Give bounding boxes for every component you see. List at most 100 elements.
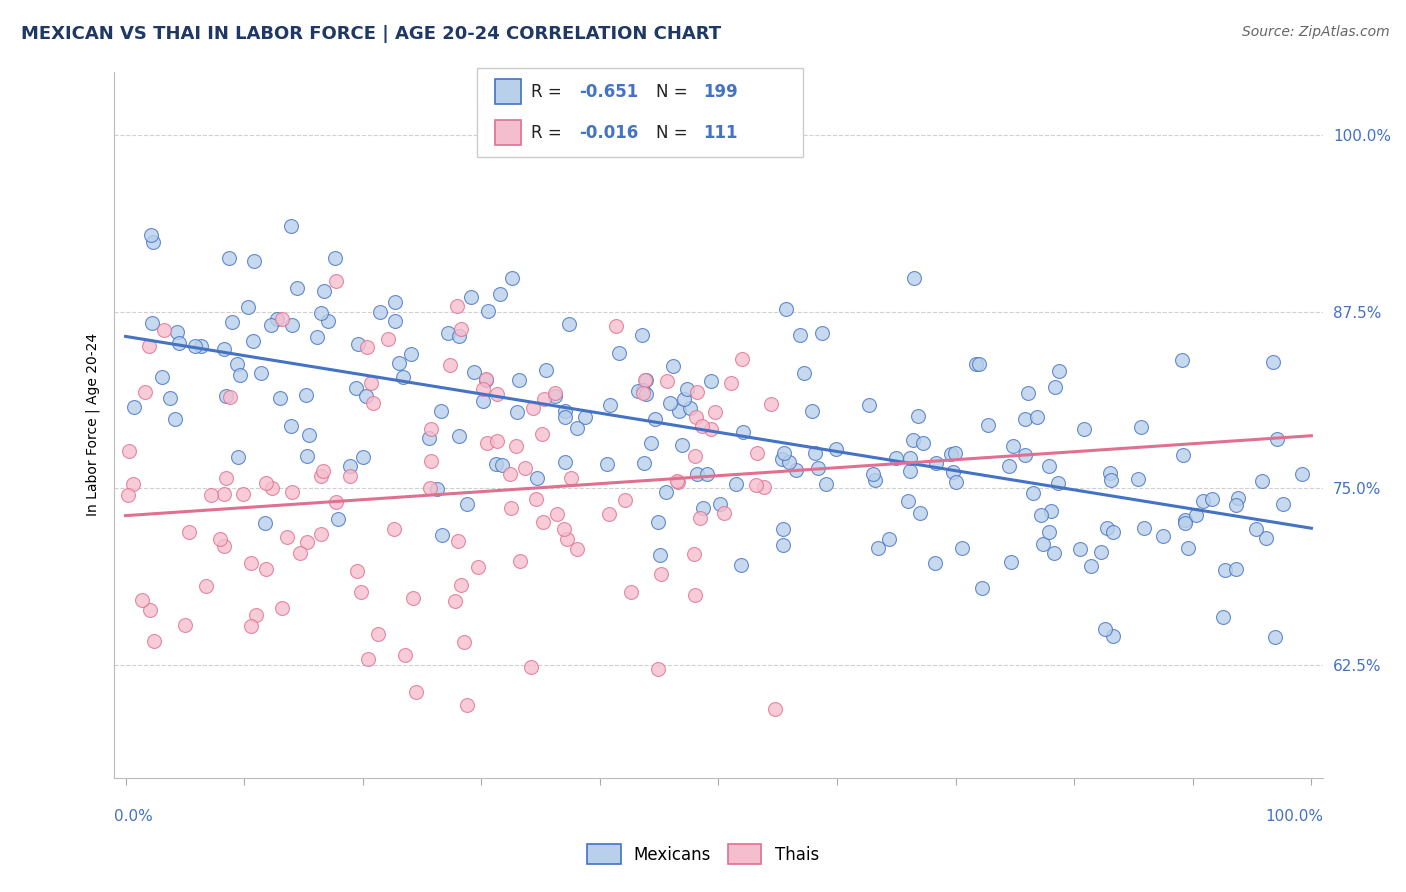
Point bbox=[450, 577, 472, 591]
Text: 111: 111 bbox=[703, 124, 737, 142]
Point bbox=[392, 370, 415, 384]
Point bbox=[686, 385, 709, 400]
Point bbox=[862, 467, 884, 482]
Point bbox=[633, 456, 655, 470]
Point bbox=[405, 685, 427, 699]
Point bbox=[943, 446, 966, 460]
Point bbox=[676, 382, 699, 396]
Point bbox=[276, 530, 298, 544]
Point bbox=[143, 634, 166, 648]
Point bbox=[486, 434, 509, 449]
Point bbox=[443, 594, 465, 608]
Point bbox=[419, 422, 441, 436]
Point bbox=[402, 591, 425, 606]
Point bbox=[778, 454, 800, 468]
Point bbox=[534, 363, 557, 377]
Point bbox=[627, 384, 650, 399]
Point bbox=[772, 522, 794, 536]
Point bbox=[803, 446, 825, 460]
Point bbox=[221, 315, 243, 329]
Point bbox=[666, 475, 689, 490]
FancyBboxPatch shape bbox=[495, 120, 522, 145]
Point bbox=[1000, 555, 1022, 569]
Point bbox=[671, 438, 693, 452]
Point bbox=[903, 433, 925, 447]
Point bbox=[908, 506, 931, 520]
Point bbox=[685, 409, 707, 424]
Point bbox=[720, 376, 742, 391]
Point bbox=[456, 698, 478, 712]
Point bbox=[309, 306, 332, 320]
Point bbox=[1101, 524, 1123, 539]
Point bbox=[1098, 466, 1121, 480]
Point bbox=[460, 290, 482, 304]
Point bbox=[394, 648, 416, 662]
Point bbox=[554, 410, 576, 425]
Point bbox=[430, 404, 453, 418]
Point bbox=[731, 425, 754, 440]
Point bbox=[679, 401, 702, 415]
Point bbox=[650, 566, 672, 581]
Point bbox=[508, 373, 530, 387]
Point bbox=[658, 396, 681, 410]
Point bbox=[700, 421, 723, 435]
Point bbox=[907, 409, 929, 423]
Point bbox=[634, 372, 657, 386]
Point bbox=[682, 548, 704, 562]
Point bbox=[475, 372, 498, 386]
Text: N =: N = bbox=[655, 124, 693, 142]
Point bbox=[648, 548, 671, 562]
Point bbox=[505, 439, 527, 453]
Point bbox=[1174, 516, 1197, 530]
Point bbox=[499, 500, 522, 515]
Point bbox=[138, 339, 160, 353]
Point bbox=[491, 458, 513, 472]
Point bbox=[194, 579, 217, 593]
Point bbox=[1014, 412, 1036, 426]
Point bbox=[352, 450, 374, 464]
Point bbox=[242, 334, 264, 349]
Point bbox=[387, 356, 409, 370]
Point bbox=[554, 455, 576, 469]
Point bbox=[868, 541, 890, 555]
Point bbox=[486, 386, 509, 401]
Point bbox=[269, 392, 291, 406]
Point bbox=[903, 271, 925, 285]
Text: R =: R = bbox=[531, 124, 567, 142]
Point bbox=[163, 412, 186, 426]
Point bbox=[377, 332, 399, 346]
Point bbox=[557, 317, 579, 331]
Point bbox=[354, 389, 377, 403]
Point bbox=[526, 471, 548, 485]
Point bbox=[245, 607, 267, 622]
Text: Source: ZipAtlas.com: Source: ZipAtlas.com bbox=[1241, 25, 1389, 39]
Point bbox=[634, 373, 657, 387]
Point bbox=[1171, 352, 1194, 367]
Point bbox=[686, 467, 709, 482]
Point bbox=[166, 326, 188, 340]
Point bbox=[1256, 532, 1278, 546]
Point bbox=[439, 358, 461, 372]
Point bbox=[911, 435, 934, 450]
Point bbox=[1244, 522, 1267, 536]
Point bbox=[477, 304, 499, 318]
Point bbox=[704, 404, 727, 418]
Point bbox=[725, 476, 748, 491]
Point bbox=[662, 359, 685, 373]
Point bbox=[1090, 545, 1112, 559]
Point bbox=[689, 511, 711, 525]
Point bbox=[1261, 355, 1284, 369]
Point bbox=[1095, 521, 1118, 535]
Point bbox=[620, 585, 643, 599]
Point bbox=[1174, 513, 1197, 527]
Point bbox=[401, 347, 423, 361]
Point bbox=[530, 426, 553, 441]
Point bbox=[1026, 409, 1049, 424]
Point bbox=[690, 419, 713, 434]
Point bbox=[418, 431, 440, 445]
Point bbox=[565, 541, 588, 556]
Point bbox=[325, 274, 347, 288]
Point bbox=[254, 516, 277, 530]
Point bbox=[218, 251, 240, 265]
Point bbox=[368, 305, 391, 319]
